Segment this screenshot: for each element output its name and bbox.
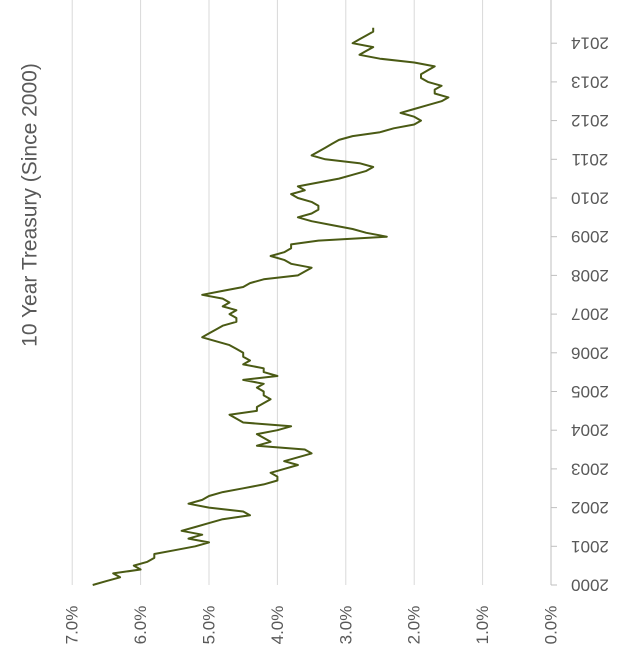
y-tick-label: 1.0%: [473, 606, 492, 645]
x-tick-label: 2000: [571, 576, 609, 595]
x-tick-label: 2004: [571, 421, 609, 440]
chart-title: 10 Year Treasury (Since 2000): [19, 63, 42, 347]
x-tick-label: 2011: [572, 150, 609, 169]
y-tick-label: 7.0%: [63, 606, 82, 645]
gridlines: [71, 0, 484, 585]
x-tick-label: 2013: [571, 72, 609, 91]
x-tick-label: 2008: [571, 266, 609, 285]
y-tick-label: 3.0%: [336, 606, 355, 645]
x-tick-label: 2010: [571, 189, 609, 208]
x-tick-label: 2001: [571, 537, 609, 556]
y-tick-label: 4.0%: [268, 606, 287, 645]
x-tick-label: 2006: [571, 343, 609, 362]
x-tick-label: 2005: [571, 382, 609, 401]
y-axis-ticks: 0.0% 1.0% 2.0% 3.0% 4.0% 5.0% 6.0% 7.0%: [63, 606, 561, 645]
x-tick-label: 2009: [571, 227, 609, 246]
x-axis-ticks: 2000 2001 2002 2003 2004 2005 2006 2007 2008 2009…: [551, 34, 609, 595]
y-tick-label: 2.0%: [405, 606, 424, 645]
series-line-10-year-treasury: [92, 27, 450, 586]
x-tick-label: 2003: [571, 459, 609, 478]
x-tick-label: 2012: [571, 111, 609, 130]
y-tick-label: 6.0%: [131, 606, 150, 645]
y-tick-label: 5.0%: [200, 606, 219, 645]
x-tick-label: 2002: [571, 498, 609, 517]
x-tick-label: 2007: [571, 305, 609, 324]
y-tick-label: 0.0%: [542, 606, 561, 645]
x-tick-label: 2014: [571, 34, 609, 53]
